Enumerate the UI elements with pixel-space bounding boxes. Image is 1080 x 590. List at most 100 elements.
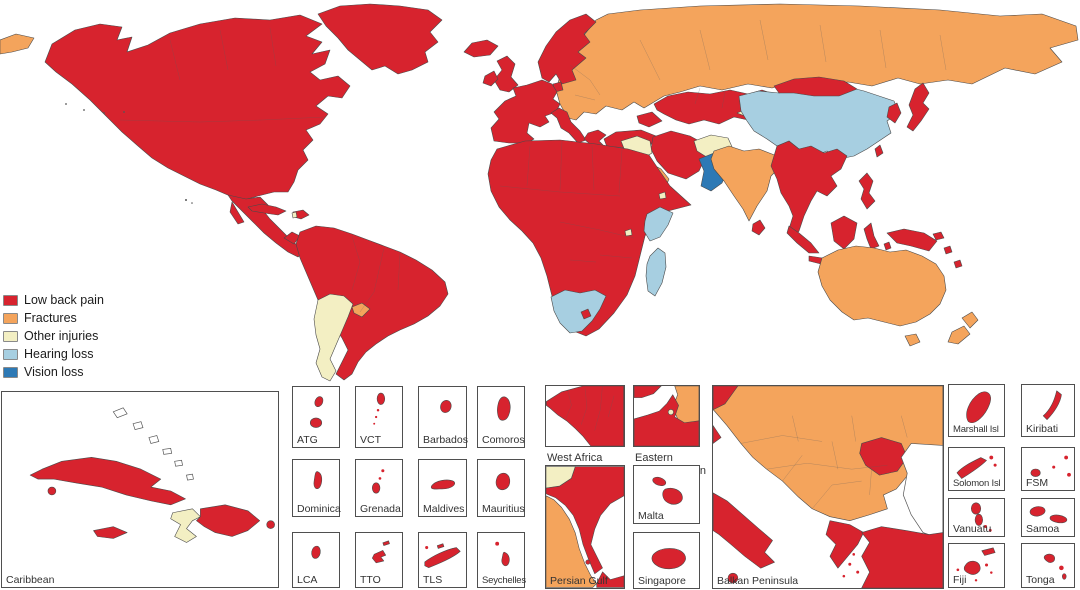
inset-mauritius-map <box>495 472 511 490</box>
inset-label-caribbean: Caribbean <box>6 573 55 586</box>
inset-vct: VCT <box>355 386 403 448</box>
inset-lca-map <box>311 545 321 559</box>
region-iceland <box>463 39 499 58</box>
legend-label-low-back-pain: Low back pain <box>24 293 104 307</box>
region-haiti <box>291 211 298 219</box>
internal-borders <box>119 19 947 313</box>
legend-label-vision-loss: Vision loss <box>24 365 84 379</box>
inset-label-malta: Malta <box>638 509 664 522</box>
inset-label-dominica: Dominica <box>297 502 341 515</box>
world-map <box>0 3 1079 382</box>
inset-label-comoros: Comoros <box>482 433 525 446</box>
region-india <box>710 145 782 222</box>
inset-seychelles: Seychelles <box>477 532 526 588</box>
legend-item-fractures: Fractures <box>3 309 104 327</box>
region-new-zealand <box>947 311 979 345</box>
inset-label-vct: VCT <box>360 433 381 446</box>
inset-west-africa <box>545 385 625 447</box>
inset-lca: LCA <box>292 532 340 588</box>
legend-item-hearing-loss: Hearing loss <box>3 345 104 363</box>
inset-malta: Malta <box>633 465 700 524</box>
legend-swatch-vision-loss <box>3 366 18 378</box>
region-mexico-central-america <box>227 194 306 258</box>
inset-solomon-map <box>956 455 997 479</box>
inset-atg: ATG <box>292 386 340 448</box>
small-island-specks <box>65 103 193 204</box>
balkan-italy-boot <box>713 492 775 569</box>
inset-barbados-map <box>440 400 452 413</box>
jamaica <box>93 526 128 539</box>
region-rwanda-burundi <box>624 228 633 237</box>
region-tasmania <box>904 333 921 347</box>
inset-marshall: Marshall Isl <box>948 384 1005 437</box>
legend-item-low-back-pain: Low back pain <box>3 291 104 309</box>
region-papua-new-guinea <box>886 228 963 269</box>
inset-fsm: FSM <box>1021 447 1075 491</box>
inset-vanuatu: Vanuatu <box>948 498 1005 537</box>
balkan-sicily <box>727 572 739 584</box>
inset-samoa: Samoa <box>1021 498 1075 537</box>
inset-fiji-map <box>956 547 996 582</box>
region-greenland <box>317 3 443 75</box>
inset-label-tls: TLS <box>423 573 443 586</box>
inset-persian-gulf-map <box>546 466 624 588</box>
region-philippines <box>858 172 876 210</box>
inset-malta-map <box>652 476 683 505</box>
legend-swatch-low-back-pain <box>3 294 18 306</box>
legend-item-other-injuries: Other injuries <box>3 327 104 345</box>
inset-grenada-map <box>372 469 385 494</box>
haiti <box>170 508 201 543</box>
gulf-iraq-yellow <box>546 466 576 489</box>
inset-label-mauritius: Mauritius <box>482 502 525 515</box>
legend-label-fractures: Fractures <box>24 311 77 325</box>
inset-label-west-africa: West Africa <box>547 452 603 464</box>
inset-west-africa-map <box>546 386 624 446</box>
region-japan <box>906 82 930 132</box>
inset-kiribati: Kiribati <box>1021 384 1075 437</box>
isla-juventud <box>47 486 57 496</box>
inset-tls: TLS <box>418 532 467 588</box>
map-legend: Low back pain Fractures Other injuries H… <box>3 291 104 381</box>
region-chukotka-wrap <box>0 33 35 55</box>
inset-fsm-map <box>1030 455 1071 477</box>
inset-samoa-map <box>1029 506 1068 524</box>
balkan-moldova-red <box>859 437 908 476</box>
region-russia-eastern-europe <box>555 3 1079 121</box>
inset-eastern-mediterranean-map <box>634 386 699 446</box>
legend-swatch-hearing-loss <box>3 348 18 360</box>
region-australia <box>817 245 947 327</box>
gulf-oman-red <box>596 571 624 588</box>
inset-label-maldives: Maldives <box>423 502 465 515</box>
inset-label-samoa: Samoa <box>1026 522 1060 535</box>
inset-label-marshall: Marshall Isl <box>953 423 999 435</box>
legend-label-hearing-loss: Hearing loss <box>24 347 94 361</box>
puerto-rico <box>266 520 275 529</box>
region-djibouti <box>658 191 667 200</box>
region-argentina <box>313 293 354 382</box>
inset-label-atg: ATG <box>297 433 318 446</box>
legend-swatch-other-injuries <box>3 330 18 342</box>
region-iran <box>650 130 707 180</box>
inset-mauritius: Mauritius <box>477 459 525 517</box>
bahamas-outlines <box>112 407 194 481</box>
inset-barbados: Barbados <box>418 386 468 448</box>
east-med-red-top <box>634 386 662 398</box>
legend-item-vision-loss: Vision loss <box>3 363 104 381</box>
region-korea <box>886 102 902 124</box>
inset-tto-map <box>372 540 390 564</box>
inset-dominica: Dominica <box>292 459 341 517</box>
region-north-america <box>44 14 351 201</box>
inset-label-grenada: Grenada <box>360 502 401 515</box>
inset-kiribati-map <box>1042 390 1062 420</box>
east-med-red <box>634 394 699 446</box>
inset-label-balkan-peninsula: Balkan Peninsula <box>717 574 799 587</box>
region-scandinavia <box>537 13 597 85</box>
inset-label-seychelles: Seychelles <box>482 574 526 586</box>
inset-caribbean: Caribbean <box>1 391 279 588</box>
inset-label-barbados: Barbados <box>423 433 468 446</box>
inset-dominica-map <box>313 471 323 489</box>
inset-label-lca: LCA <box>297 573 318 586</box>
inset-label-kiribati: Kiribati <box>1026 422 1059 435</box>
internal-borders <box>565 386 615 431</box>
